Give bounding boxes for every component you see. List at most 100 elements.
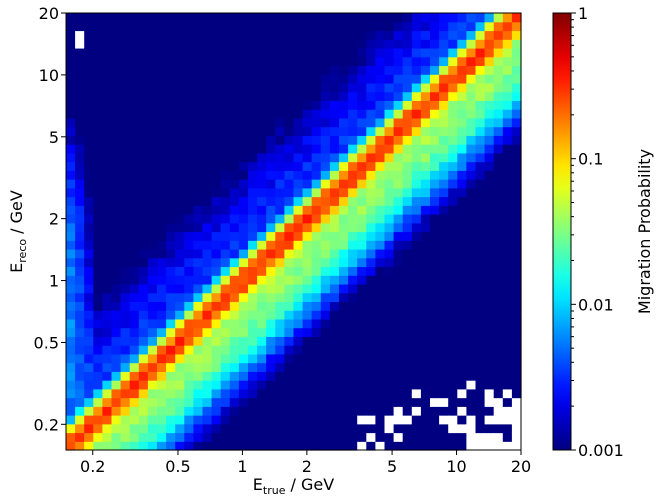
heatmap-cell [511,248,522,259]
heatmap-cell [411,126,422,136]
heatmap-cell [248,301,258,311]
heatmap-cell [102,135,113,145]
heatmap-cell [111,406,122,416]
heatmap-cell [66,283,76,294]
heatmap-cell [184,214,194,224]
heatmap-cell [175,152,185,163]
heatmap-cell [229,231,240,241]
heatmap-cell [102,109,113,119]
heatmap-cell [111,380,122,390]
heatmap-cell [493,82,504,93]
heatmap-cell [120,117,131,128]
heatmap-cell [493,187,504,198]
heatmap-cell [357,205,367,215]
heatmap-cell [202,196,213,206]
heatmap-cell [257,415,267,425]
heatmap-cell [229,100,240,110]
heatmap-cell [211,214,222,224]
heatmap-cell [184,117,194,128]
heatmap-cell [175,415,185,425]
heatmap-cell [66,406,76,416]
heatmap-cell [357,283,367,294]
heatmap-cell [211,39,222,49]
heatmap-cell [357,423,367,434]
heatmap-cell [348,441,358,451]
heatmap-cell [93,126,103,136]
heatmap-cell [457,135,467,145]
heatmap-cell [147,179,158,189]
heatmap-cell [430,74,440,84]
heatmap-cell [129,388,140,399]
heatmap-cell [502,126,513,136]
heatmap-cell [484,170,495,180]
heatmap-cell [366,30,376,40]
heatmap-cell [339,257,349,268]
heatmap-cell [84,275,94,285]
heatmap-cell [329,432,340,442]
heatmap-cell [493,179,504,189]
heatmap-cell [393,275,404,285]
heatmap-cell [193,257,204,268]
heatmap-cell [402,240,413,250]
heatmap-cell-empty [457,423,467,434]
heatmap-cell [229,74,240,84]
heatmap-cell [493,345,504,355]
heatmap-cell [193,292,204,303]
heatmap-cell [147,310,158,320]
heatmap-cell [439,205,449,215]
heatmap-cell [84,179,94,189]
heatmap-cell [502,65,513,75]
heatmap-cell [75,345,85,355]
heatmap-cell [84,292,94,303]
x-tick-label: 0.2 [80,457,105,476]
heatmap-cell [329,126,340,136]
heatmap-cell [120,397,131,407]
heatmap-cell [293,327,304,337]
heatmap-cell [284,109,295,119]
heatmap-cell [375,170,386,180]
heatmap-cell [248,318,258,329]
heatmap-cell [75,415,85,425]
heatmap-cell [329,214,340,224]
heatmap-cell [193,415,204,425]
heatmap-cell [229,152,240,163]
heatmap-cell [229,109,240,119]
heatmap-cell [211,109,222,119]
heatmap-cell [420,117,431,128]
heatmap-cell [184,310,194,320]
heatmap-cell [302,240,313,250]
heatmap-cell [248,275,258,285]
heatmap-cell [111,21,122,32]
heatmap-cell [266,205,276,215]
heatmap-cell [93,152,103,163]
heatmap-cell [75,397,85,407]
heatmap-cell [184,152,194,163]
heatmap-cell [175,82,185,93]
heatmap-cell [511,292,522,303]
heatmap-cell [229,30,240,40]
heatmap-cell [111,327,122,337]
heatmap-cell [211,432,222,442]
heatmap-cell [102,91,113,101]
heatmap-cell [266,179,276,189]
heatmap-cell [193,196,204,206]
heatmap-cell [411,30,422,40]
y-axis-label-sub: reco [16,239,29,263]
heatmap-cell [75,161,85,171]
heatmap-cell [229,179,240,189]
heatmap-cell [493,74,504,84]
heatmap-cell [84,82,94,93]
heatmap-cell [184,362,194,372]
heatmap-cell [257,441,267,451]
heatmap-cell [430,257,440,268]
heatmap-cell [129,170,140,180]
heatmap-cell [311,39,322,49]
heatmap-cell [375,388,386,399]
heatmap-cell [284,248,295,259]
heatmap-cell [348,161,358,171]
heatmap-cell [293,406,304,416]
heatmap-cell [448,196,458,206]
heatmap-cell [175,65,185,75]
heatmap-cell [384,275,395,285]
